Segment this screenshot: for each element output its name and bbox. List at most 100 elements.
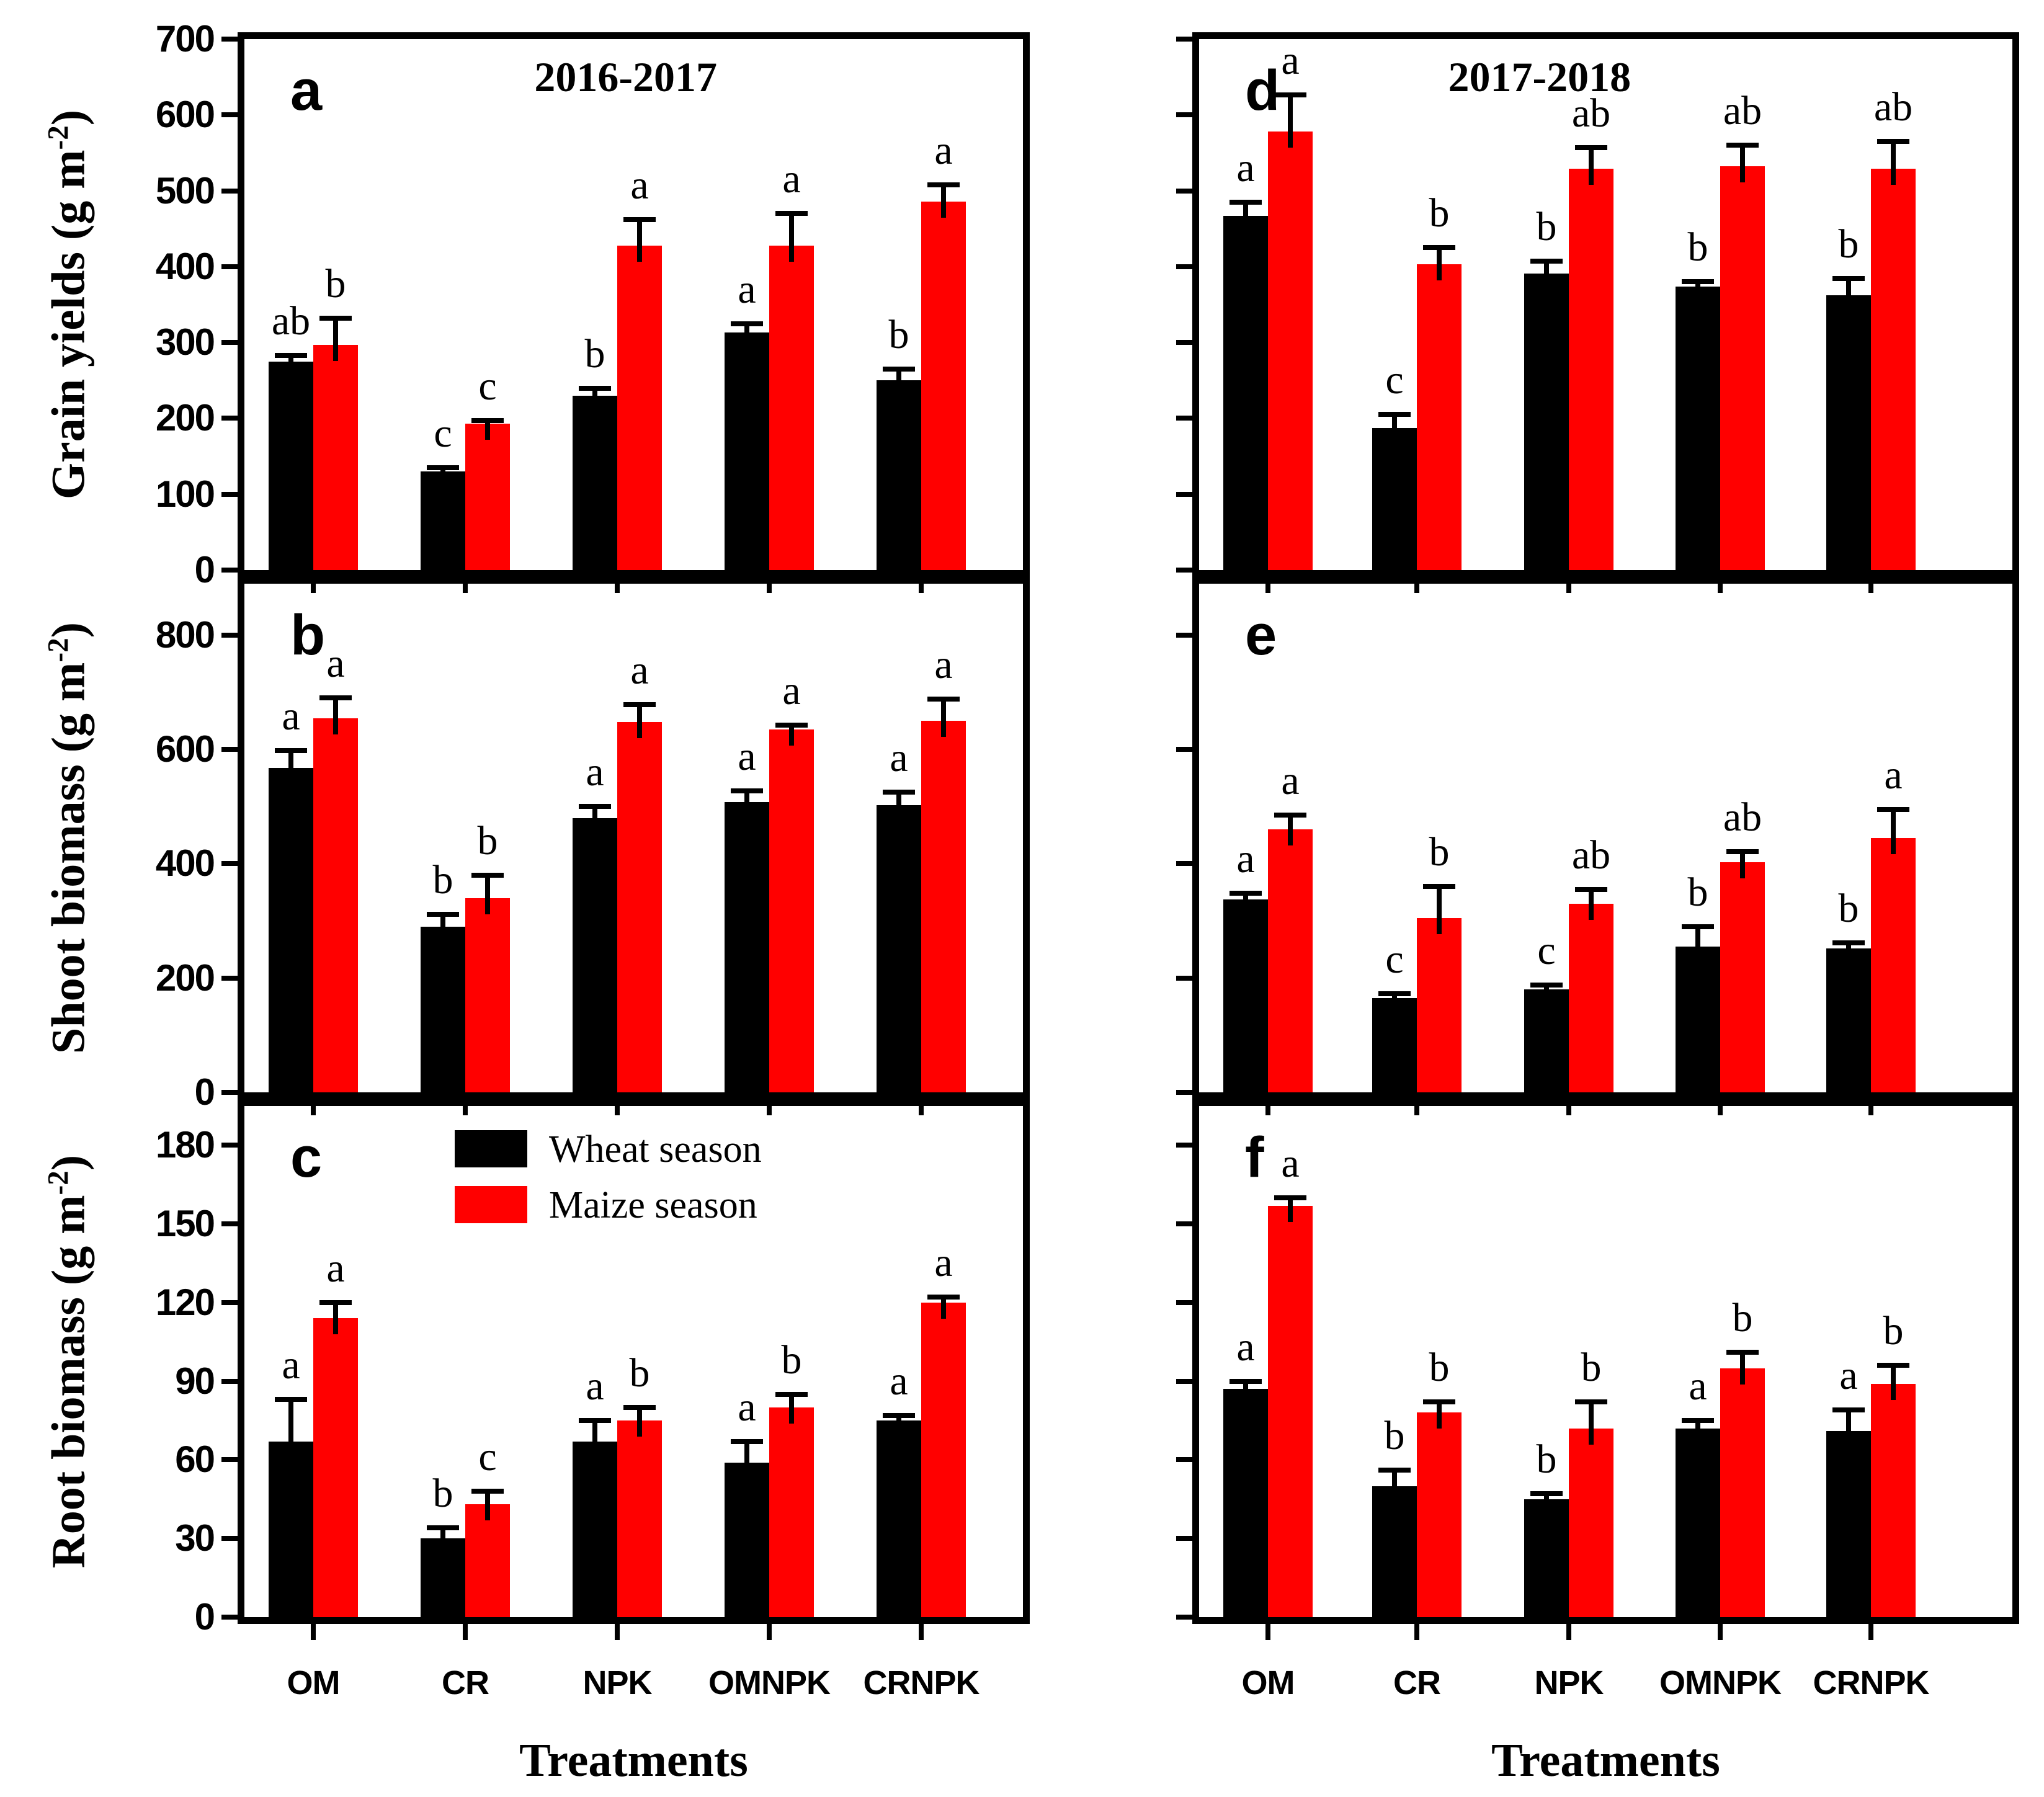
sig-letter-maize-NPK-d: ab — [1571, 90, 1611, 136]
y-tick-label: 0 — [194, 1596, 215, 1638]
x-tick — [1566, 1624, 1571, 1640]
sig-letter-maize-OM-c: a — [326, 1245, 345, 1291]
bar-wheat-NPK-b — [573, 818, 617, 1092]
x-tick — [615, 1624, 620, 1640]
x-tick — [767, 1099, 772, 1115]
bar-wheat-CRNPK-c — [877, 1420, 921, 1617]
error-bar-cap — [1378, 1468, 1411, 1473]
error-bar-cap — [1230, 891, 1262, 896]
error-bar-cap — [1575, 145, 1607, 150]
sig-letter-wheat-OMNPK-c: a — [738, 1384, 756, 1430]
sig-letter-wheat-OMNPK-a: a — [738, 266, 756, 312]
bar-wheat-CRNPK-d — [1826, 295, 1871, 570]
y-tick — [221, 975, 238, 981]
error-bar-cap — [579, 1418, 611, 1424]
y-tick — [1176, 1615, 1192, 1620]
error-bar-cap — [1378, 991, 1411, 996]
sig-letter-wheat-OM-e: a — [1236, 836, 1255, 882]
error-bar-stem — [1891, 141, 1896, 185]
sig-letter-wheat-NPK-e: c — [1537, 927, 1556, 973]
error-bar-stem — [637, 1407, 642, 1437]
y-tick-label: 600 — [155, 728, 215, 770]
panel-letter-a: a — [290, 59, 323, 122]
x-tick — [1414, 577, 1419, 593]
error-bar-cap — [1274, 92, 1306, 98]
error-bar-cap — [1726, 1350, 1759, 1355]
y-tick — [1176, 861, 1192, 867]
error-bar-cap — [623, 702, 656, 708]
bar-wheat-NPK-f — [1524, 1499, 1569, 1617]
bar-wheat-CR-a — [421, 471, 465, 570]
error-bar-stem — [592, 806, 597, 834]
x-category-label-CRNPK: CRNPK — [1813, 1664, 1929, 1701]
x-axis-title: Treatments — [1491, 1734, 1720, 1786]
error-bar-stem — [1437, 886, 1442, 934]
y-tick — [221, 1143, 238, 1148]
error-bar-cap — [1423, 1399, 1455, 1405]
bar-wheat-OMNPK-f — [1676, 1428, 1720, 1617]
error-bar-cap — [471, 872, 504, 878]
y-tick-label: 700 — [155, 18, 215, 60]
error-bar-stem — [440, 467, 445, 488]
sig-letter-maize-OM-d: a — [1281, 38, 1300, 84]
sig-letter-maize-OMNPK-c: b — [781, 1337, 802, 1383]
error-bar-stem — [1695, 1420, 1700, 1445]
error-bar-cap — [1682, 279, 1714, 285]
error-bar-cap — [623, 1404, 656, 1410]
sig-letter-maize-OMNPK-d: ab — [1723, 88, 1762, 134]
x-tick — [1265, 1624, 1270, 1640]
y-axis-title-row3: Root biomass (g m-2) — [42, 1154, 95, 1569]
error-bar-stem — [1740, 145, 1745, 183]
error-bar-stem — [333, 698, 338, 734]
bar-wheat-OMNPK-a — [725, 332, 769, 570]
sig-letter-wheat-OM-d: a — [1236, 145, 1255, 190]
x-tick — [919, 1624, 924, 1640]
y-tick — [1176, 632, 1192, 638]
x-category-label-OMNPK: OMNPK — [708, 1664, 831, 1701]
bar-maize-OM-c — [313, 1318, 358, 1617]
y-tick-label: 30 — [175, 1517, 215, 1559]
y-tick — [1176, 37, 1192, 42]
x-tick — [311, 1099, 316, 1115]
error-bar-stem — [440, 1528, 445, 1555]
error-bar-cap — [731, 788, 763, 793]
bar-maize-OMNPK-a — [769, 245, 814, 570]
sig-letter-maize-CRNPK-d: ab — [1873, 84, 1913, 130]
y-tick — [1176, 1300, 1192, 1305]
sig-letter-maize-NPK-b: a — [630, 648, 649, 693]
error-bar-cap — [427, 465, 459, 470]
error-bar-cap — [427, 911, 459, 917]
y-tick — [1176, 1221, 1192, 1227]
y-tick-label: 0 — [194, 549, 215, 591]
bar-wheat-NPK-d — [1524, 273, 1569, 570]
error-bar-cap — [319, 1300, 352, 1305]
y-tick — [221, 416, 238, 421]
error-bar-cap — [1423, 245, 1455, 251]
error-bar-cap — [731, 321, 763, 326]
error-bar-cap — [1877, 139, 1909, 145]
x-tick — [1566, 1099, 1571, 1115]
error-bar-stem — [485, 875, 490, 914]
bar-wheat-CR-b — [421, 926, 465, 1092]
y-tick-label: 800 — [155, 613, 215, 656]
bar-wheat-CR-f — [1372, 1486, 1417, 1617]
bar-maize-OM-e — [1268, 829, 1313, 1092]
sig-letter-maize-CR-c: c — [478, 1434, 497, 1480]
error-bar-stem — [1846, 279, 1851, 312]
sig-letter-wheat-NPK-c: a — [586, 1363, 604, 1409]
bar-maize-CRNPK-a — [921, 201, 966, 570]
x-tick — [1868, 577, 1873, 593]
error-bar-cap — [1575, 886, 1607, 892]
bar-wheat-NPK-c — [573, 1441, 617, 1617]
panel-letter-c: c — [290, 1126, 323, 1189]
bar-maize-OM-d — [1268, 132, 1313, 570]
error-bar-cap — [1877, 806, 1909, 812]
sig-letter-wheat-NPK-f: b — [1536, 1437, 1557, 1483]
error-bar-stem — [637, 220, 642, 262]
error-bar-stem — [896, 792, 901, 821]
bar-wheat-CRNPK-f — [1826, 1430, 1871, 1617]
sig-letter-maize-CRNPK-b: a — [934, 642, 953, 688]
error-bar-cap — [1575, 1399, 1607, 1405]
error-bar-cap — [275, 1397, 307, 1402]
